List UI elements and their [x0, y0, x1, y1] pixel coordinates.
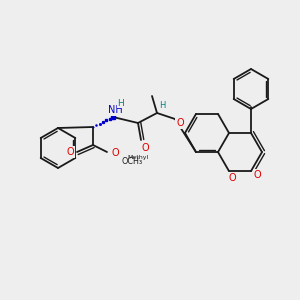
Text: O: O: [176, 118, 184, 128]
Text: O: O: [254, 170, 261, 180]
Text: O: O: [66, 147, 74, 157]
Text: O: O: [141, 143, 149, 153]
Text: H: H: [118, 98, 124, 107]
Text: O: O: [228, 173, 236, 183]
Text: OCH₃: OCH₃: [122, 157, 143, 166]
Text: O: O: [111, 148, 119, 158]
Text: H: H: [159, 100, 165, 109]
Text: NH: NH: [108, 105, 122, 115]
Text: Methyl: Methyl: [127, 154, 148, 160]
